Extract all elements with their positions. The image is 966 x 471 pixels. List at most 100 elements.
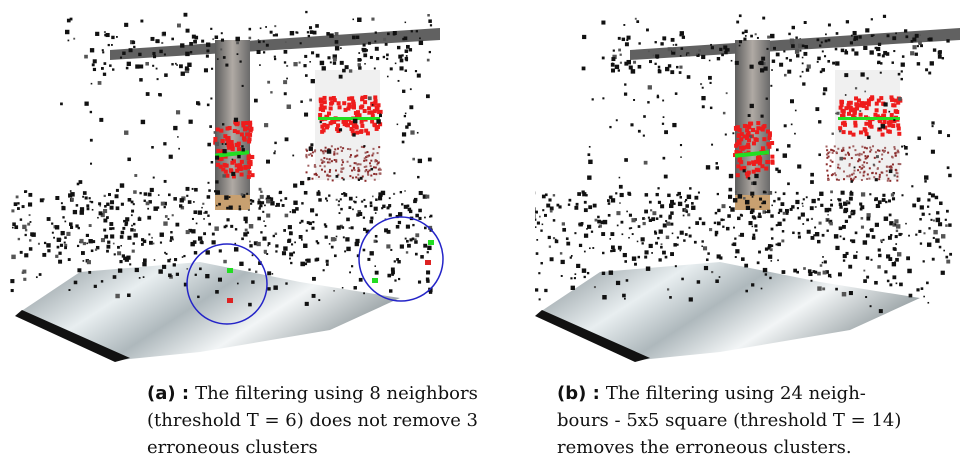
point	[283, 229, 286, 232]
point	[714, 222, 716, 224]
point	[843, 209, 847, 213]
point	[702, 222, 705, 225]
point	[917, 45, 919, 47]
point	[795, 110, 797, 112]
point	[628, 193, 631, 196]
point	[305, 11, 307, 13]
point	[285, 214, 289, 218]
point	[211, 161, 214, 164]
box-point	[373, 166, 375, 168]
point	[577, 192, 581, 196]
point	[622, 294, 626, 298]
point	[170, 236, 173, 239]
point	[588, 160, 592, 164]
point	[212, 240, 216, 244]
red-cluster	[875, 102, 879, 106]
point	[360, 177, 363, 180]
point	[582, 268, 586, 272]
point	[709, 82, 711, 84]
point	[331, 246, 334, 249]
point	[630, 123, 633, 126]
point	[92, 209, 94, 211]
point	[359, 278, 363, 282]
point	[180, 43, 184, 47]
box-point	[848, 154, 850, 156]
point	[81, 251, 85, 255]
point	[647, 101, 649, 103]
point	[125, 217, 129, 221]
point	[364, 205, 366, 207]
point	[289, 258, 291, 260]
point	[827, 60, 830, 63]
point	[316, 54, 320, 58]
point	[299, 222, 301, 224]
point	[64, 246, 67, 249]
point	[922, 213, 925, 216]
point	[613, 50, 615, 52]
red-cluster	[881, 133, 885, 137]
point	[876, 157, 878, 159]
point	[14, 225, 18, 229]
point	[535, 207, 536, 211]
point	[810, 180, 814, 184]
point	[143, 276, 145, 278]
point	[106, 216, 109, 219]
point	[324, 223, 326, 225]
point	[257, 201, 261, 205]
point	[406, 45, 410, 49]
point	[275, 233, 277, 235]
page: (a) :The filtering using 8 neighbors (th…	[0, 0, 966, 471]
point	[806, 218, 809, 221]
point	[358, 52, 360, 54]
point	[629, 214, 632, 217]
point	[643, 222, 646, 225]
point	[225, 64, 228, 67]
point	[267, 81, 270, 84]
red-cluster	[868, 120, 872, 124]
point	[343, 178, 345, 180]
point	[138, 53, 141, 56]
point	[839, 130, 841, 132]
point	[339, 212, 341, 214]
point	[390, 249, 392, 251]
point	[715, 279, 719, 283]
point	[729, 174, 733, 178]
point	[576, 264, 580, 268]
point	[730, 207, 734, 211]
point	[819, 192, 823, 196]
point	[358, 63, 361, 66]
point	[241, 193, 244, 196]
box-point	[341, 159, 343, 161]
point	[701, 245, 703, 247]
box-point	[832, 152, 834, 154]
point	[139, 192, 141, 194]
point	[349, 197, 353, 201]
point	[687, 54, 690, 57]
point	[245, 221, 248, 224]
point	[777, 259, 779, 261]
point	[275, 34, 278, 37]
point	[176, 64, 178, 66]
point	[303, 244, 307, 248]
point	[685, 233, 688, 236]
red-cluster	[873, 113, 877, 117]
point	[335, 40, 339, 44]
point	[752, 215, 755, 218]
point	[735, 256, 737, 258]
point	[241, 148, 244, 151]
point	[662, 100, 664, 102]
point	[861, 226, 864, 229]
point	[288, 225, 292, 229]
red-cluster	[736, 173, 740, 177]
box-point	[374, 179, 376, 181]
point	[369, 220, 373, 224]
point	[732, 132, 734, 134]
point	[827, 219, 829, 221]
point	[47, 249, 50, 252]
point	[771, 69, 773, 71]
point	[744, 30, 747, 33]
point	[129, 48, 133, 52]
point	[171, 38, 174, 41]
point	[753, 181, 757, 185]
point	[68, 40, 70, 42]
